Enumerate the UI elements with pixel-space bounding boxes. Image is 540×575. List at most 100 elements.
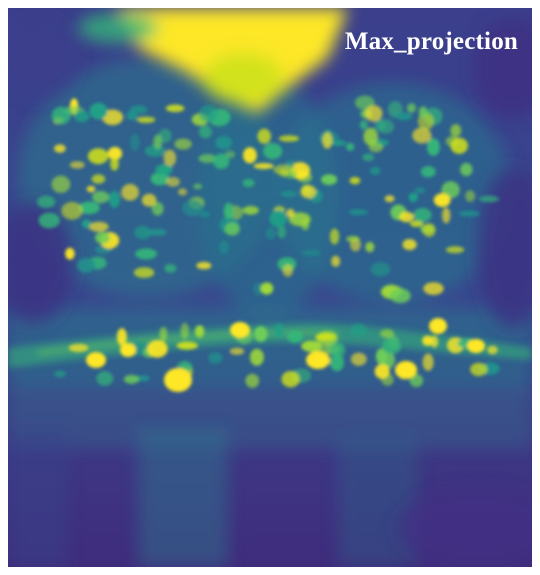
cell-spot bbox=[269, 209, 288, 228]
cell-spot bbox=[73, 110, 90, 123]
cell-spot bbox=[242, 205, 259, 215]
cell-spot bbox=[134, 225, 151, 240]
cell-spot bbox=[230, 322, 250, 338]
cell-spot bbox=[110, 157, 119, 171]
cell-spot bbox=[164, 368, 192, 392]
cell-spot bbox=[409, 220, 424, 227]
cell-spot bbox=[153, 134, 163, 150]
cell-spot bbox=[213, 153, 230, 169]
cell-spot bbox=[86, 352, 106, 368]
cell-spot bbox=[253, 282, 263, 296]
cell-spot bbox=[350, 323, 368, 337]
cell-spot bbox=[245, 373, 260, 388]
cell-spot bbox=[193, 183, 203, 190]
cell-spot bbox=[330, 354, 344, 372]
cell-spot bbox=[199, 105, 218, 122]
cell-spot bbox=[77, 258, 96, 273]
cell-spot bbox=[478, 195, 500, 203]
cell-spot bbox=[331, 140, 346, 147]
cell-spot bbox=[280, 190, 297, 198]
cell-spot bbox=[37, 195, 56, 208]
cell-spot bbox=[164, 264, 177, 273]
cell-spot bbox=[224, 222, 240, 236]
cell-spot bbox=[429, 318, 447, 334]
cell-spot bbox=[330, 342, 346, 359]
cell-spot bbox=[426, 138, 440, 156]
cell-spot bbox=[54, 144, 66, 153]
cell-spot bbox=[121, 183, 139, 201]
cell-spot bbox=[281, 371, 300, 388]
cell-spot bbox=[321, 174, 338, 186]
cell-spot bbox=[377, 119, 395, 134]
cell-spot bbox=[176, 341, 198, 350]
cell-spot bbox=[65, 247, 75, 260]
cell-spot bbox=[219, 240, 230, 255]
cell-spot bbox=[126, 110, 138, 121]
cell-spot bbox=[151, 201, 164, 216]
cell-spot bbox=[141, 193, 157, 207]
cell-spot bbox=[300, 185, 317, 199]
cell-spot bbox=[147, 340, 168, 358]
cell-spot bbox=[116, 328, 127, 346]
cell-spot bbox=[406, 103, 417, 113]
cell-spot bbox=[467, 339, 485, 353]
cell-spot bbox=[329, 228, 340, 245]
cell-spot bbox=[51, 175, 71, 193]
max-projection-image: Max_projection bbox=[8, 8, 532, 567]
cell-spot bbox=[87, 148, 109, 165]
cell-spot bbox=[331, 255, 341, 267]
cell-spot bbox=[413, 207, 432, 223]
cell-spot bbox=[282, 264, 294, 277]
cell-spots bbox=[37, 95, 500, 392]
cell-spot bbox=[370, 166, 381, 175]
cell-spot bbox=[408, 192, 418, 203]
cell-spot bbox=[402, 239, 417, 251]
cell-spot bbox=[182, 199, 204, 217]
cell-spot bbox=[199, 210, 211, 218]
cell-spot bbox=[389, 288, 411, 304]
cell-spot bbox=[254, 326, 268, 342]
cell-spot bbox=[399, 211, 414, 223]
cell-spot bbox=[374, 363, 390, 379]
cell-spot bbox=[414, 187, 426, 194]
cell-spot bbox=[322, 132, 333, 149]
cell-spot bbox=[287, 330, 304, 343]
cell-spot bbox=[277, 225, 286, 239]
cell-spot bbox=[92, 191, 110, 204]
bright-top-region bbox=[78, 8, 348, 113]
cell-spot bbox=[470, 362, 488, 377]
cell-spot bbox=[96, 371, 114, 386]
cell-spot bbox=[107, 146, 123, 161]
cell-spot bbox=[54, 370, 66, 378]
cell-spot bbox=[198, 125, 212, 139]
cell-spot bbox=[69, 161, 85, 169]
cell-spot bbox=[450, 137, 469, 154]
cell-spot bbox=[243, 147, 257, 164]
cell-spot bbox=[102, 109, 124, 126]
projection-label: Max_projection bbox=[344, 28, 518, 55]
cell-spot bbox=[384, 195, 395, 203]
cell-spot bbox=[359, 120, 368, 130]
cell-spot bbox=[196, 261, 212, 270]
cell-spot bbox=[68, 343, 89, 353]
cell-spot bbox=[265, 227, 276, 240]
cell-spot bbox=[350, 352, 367, 366]
cell-spot bbox=[88, 221, 109, 232]
cell-spot bbox=[348, 209, 369, 216]
cell-spot bbox=[133, 267, 155, 278]
cell-spot bbox=[286, 208, 295, 218]
cell-spot bbox=[346, 235, 360, 243]
cell-spot bbox=[458, 210, 480, 217]
cell-spot bbox=[51, 106, 71, 125]
cell-spot bbox=[242, 178, 255, 188]
cell-spot bbox=[260, 282, 274, 295]
cell-spot bbox=[223, 202, 234, 220]
cell-spot bbox=[159, 326, 168, 342]
cell-spot bbox=[433, 193, 451, 208]
cell-spot bbox=[263, 143, 283, 160]
cell-spot bbox=[174, 138, 192, 150]
cell-spot bbox=[180, 322, 189, 340]
cell-spot bbox=[363, 127, 378, 146]
cell-spot bbox=[198, 154, 217, 163]
cell-spot bbox=[120, 343, 136, 357]
